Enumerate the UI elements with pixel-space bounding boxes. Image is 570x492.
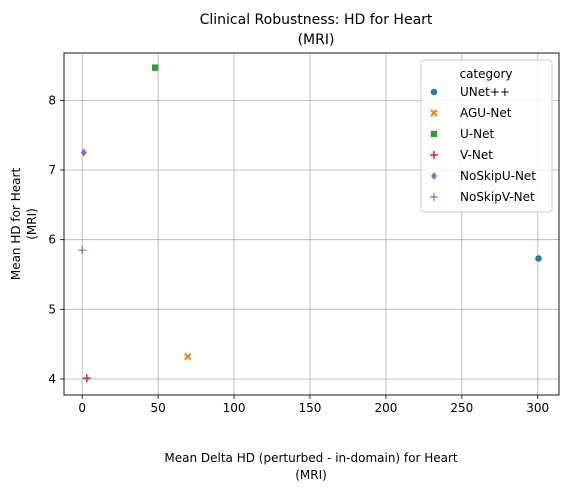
y-tick-label-1: 5 — [48, 302, 56, 316]
legend-label-2: U-Net — [460, 127, 494, 141]
point-noskipu-net — [80, 148, 87, 157]
point-agu-net — [184, 352, 192, 361]
legend: category UNet++ AGU-Net U-Net V-Net NoSkipU-… — [420, 59, 553, 213]
y-tick-label-2: 6 — [48, 233, 56, 247]
legend-label-5: NoSkipV-Net — [460, 190, 535, 204]
point-v-net — [82, 374, 91, 383]
y-axis-label-line1: Mean HD for Heart — [9, 168, 23, 281]
chart-title-line2: (MRI) — [298, 32, 335, 48]
x-tick-label-3: 150 — [299, 401, 322, 415]
legend-title: category — [459, 67, 512, 81]
y-axis-label: Mean HD for Heart (MRI) — [9, 168, 39, 281]
legend-marker-1 — [430, 109, 438, 117]
legend-label-1: AGU-Net — [460, 106, 512, 120]
legend-label-4: NoSkipU-Net — [460, 169, 536, 183]
x-tick-label-2: 100 — [223, 401, 246, 415]
legend-marker-5 — [430, 193, 438, 201]
y-axis-label-line2: (MRI) — [25, 208, 39, 240]
plot-area-frame — [63, 52, 560, 396]
x-tick-label-4: 200 — [374, 401, 397, 415]
legend-label-3: V-Net — [460, 148, 493, 162]
data-points — [78, 64, 543, 383]
axis-ticks: 0 50 100 150 200 250 300 4 5 6 7 8 — [48, 93, 549, 415]
legend-marker-4 — [431, 172, 437, 180]
point-unet- — [534, 254, 543, 263]
x-axis-label-line2: (MRI) — [295, 468, 327, 482]
point-u-net — [151, 64, 159, 71]
legend-marker-0 — [430, 88, 438, 96]
x-tick-label-6: 300 — [526, 401, 549, 415]
x-axis-label-line1: Mean Delta HD (perturbed - in-domain) fo… — [164, 451, 458, 465]
legend-label-0: UNet++ — [460, 85, 510, 99]
y-tick-label-0: 4 — [48, 372, 56, 386]
point-noskipv-net — [78, 246, 87, 255]
legend-marker-2 — [430, 130, 438, 138]
legend-marker-3 — [430, 151, 438, 159]
y-tick-label-4: 8 — [48, 93, 56, 107]
x-tick-label-1: 50 — [151, 401, 166, 415]
legend-box — [420, 59, 553, 213]
chart-title-line1: Clinical Robustness: HD for Heart — [200, 12, 433, 28]
x-tick-label-0: 0 — [78, 401, 86, 415]
x-tick-label-5: 250 — [450, 401, 473, 415]
y-tick-label-3: 7 — [48, 163, 56, 177]
